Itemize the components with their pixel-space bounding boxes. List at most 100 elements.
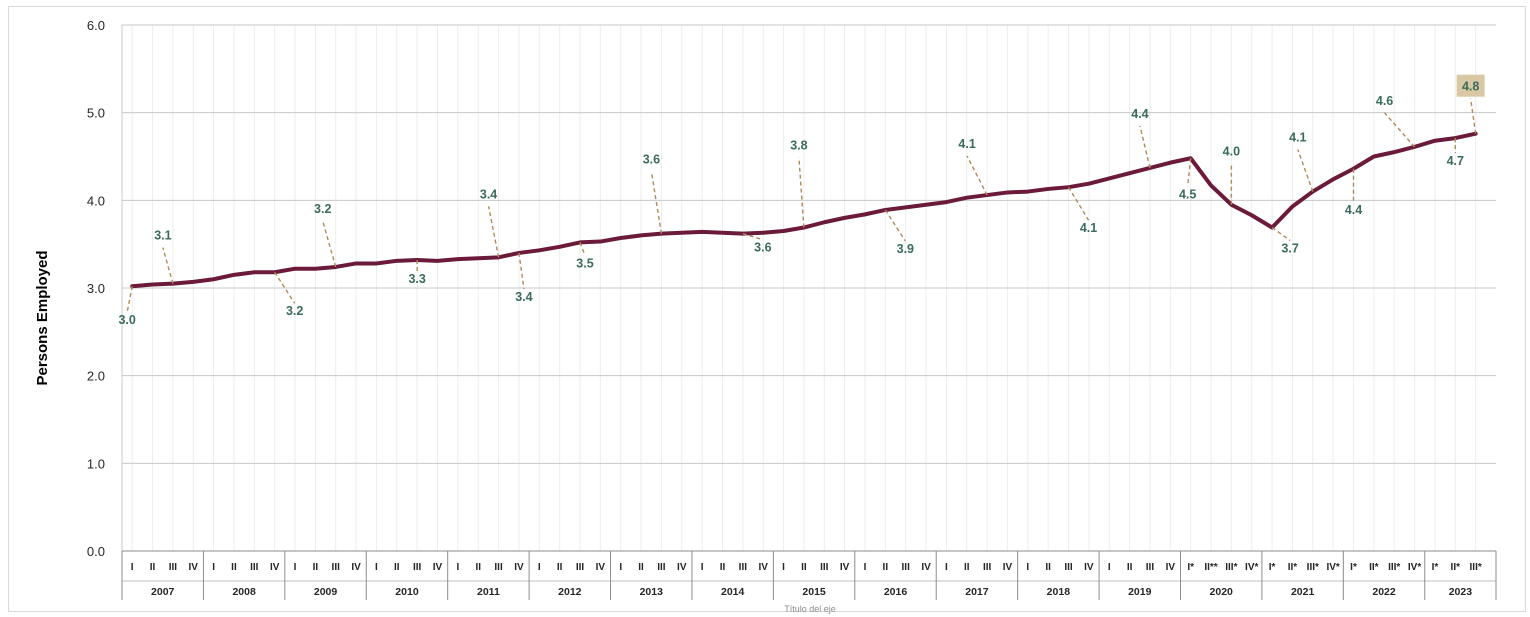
leader-line xyxy=(162,247,174,284)
x-tick-label: III xyxy=(902,562,911,573)
x-tick-label: III xyxy=(576,562,585,573)
year-label: 2012 xyxy=(558,586,582,598)
x-tick-label: IV xyxy=(433,562,443,573)
leader-line xyxy=(1139,125,1151,169)
data-labels: 3.0 3.1 3.2 3.2 3.3 3.4 3.4 3.5 3.6 3.6 3.8 3.9 4.1 4… xyxy=(118,74,1485,327)
data-label: 4.1 xyxy=(1289,131,1306,145)
y-axis-title: Persons Employed xyxy=(34,250,51,385)
data-label: 3.3 xyxy=(408,272,425,286)
y-tick-label: 6.0 xyxy=(87,18,105,33)
x-tick-label: I xyxy=(782,562,785,573)
year-label: 2021 xyxy=(1291,586,1315,598)
data-label: 3.2 xyxy=(286,304,303,318)
x-tick-label: II* xyxy=(1369,562,1379,573)
x-tick-label: IV* xyxy=(1245,562,1258,573)
x-tick-label: III xyxy=(820,562,829,573)
leader-line xyxy=(1271,226,1291,242)
x-tick-label: I xyxy=(456,562,459,573)
x-tick-label: III xyxy=(983,562,992,573)
leader-line xyxy=(966,155,988,196)
year-label: 2007 xyxy=(151,586,175,598)
year-label: 2023 xyxy=(1449,586,1473,598)
leader-line xyxy=(518,252,525,290)
x-tick-label: IV xyxy=(514,562,524,573)
x-tick-label: I* xyxy=(1269,562,1276,573)
x-tick-label: I xyxy=(1026,562,1029,573)
x-tick-label: II xyxy=(231,562,237,573)
data-label: 3.0 xyxy=(118,313,135,327)
y-tick-label: 4.0 xyxy=(87,193,105,208)
y-tick-label: 3.0 xyxy=(87,281,105,296)
year-label: 2010 xyxy=(395,586,419,598)
x-tick-label: IV xyxy=(189,562,199,573)
leader-line xyxy=(742,232,764,241)
x-tick-label: III* xyxy=(1470,562,1482,573)
data-label: 3.6 xyxy=(643,153,660,167)
x-tick-label: III xyxy=(250,562,259,573)
x-tick-label: IV xyxy=(1084,562,1094,573)
x-tick-label: III* xyxy=(1388,562,1400,573)
leader-line xyxy=(487,206,500,258)
leader-line xyxy=(1469,98,1477,134)
data-label: 4.6 xyxy=(1376,94,1393,108)
year-label: 2009 xyxy=(314,586,338,598)
x-tick-label: IV xyxy=(677,562,687,573)
year-label: 2008 xyxy=(232,586,256,598)
x-tick-label: IV xyxy=(351,562,361,573)
data-label: 3.1 xyxy=(154,229,171,243)
x-tick-label: I xyxy=(294,562,297,573)
x-tick-label: IV xyxy=(596,562,606,573)
x-tick-label: III xyxy=(1146,562,1155,573)
x-tick-label: II xyxy=(475,562,481,573)
x-axis-title: Título del eje xyxy=(784,604,836,614)
data-label: 4.4 xyxy=(1131,107,1148,121)
leader-line xyxy=(1384,112,1416,148)
year-label: 2020 xyxy=(1210,586,1234,598)
leader-line xyxy=(126,286,133,313)
leader-line xyxy=(274,271,296,304)
chart-frame xyxy=(8,6,1526,612)
x-tick-label: II xyxy=(313,562,319,573)
x-tick-label: II xyxy=(720,562,726,573)
leader-line xyxy=(579,242,586,256)
leader-line xyxy=(322,220,337,268)
x-tick-label: III xyxy=(494,562,503,573)
y-tick-label: 1.0 xyxy=(87,456,105,471)
data-label: 4.5 xyxy=(1179,187,1196,201)
data-label: 4.8 xyxy=(1462,80,1479,94)
data-label: 4.0 xyxy=(1223,145,1240,159)
x-tick-label: IV xyxy=(921,562,931,573)
data-label: 4.4 xyxy=(1345,203,1362,217)
leader-line xyxy=(1067,186,1090,221)
x-tick-label: I* xyxy=(1187,562,1194,573)
x-tick-label: III xyxy=(1064,562,1073,573)
x-tick-label: III xyxy=(169,562,178,573)
x-tick-label: I xyxy=(131,562,134,573)
x-tick-label: I xyxy=(864,562,867,573)
x-tick-label: II xyxy=(964,562,970,573)
data-label: 4.7 xyxy=(1447,154,1464,168)
x-tick-label: II xyxy=(394,562,400,573)
y-axis-ticks: 0.0 1.0 2.0 3.0 4.0 5.0 6.0 xyxy=(87,18,105,559)
x-tick-label: I xyxy=(1108,562,1111,573)
year-label: 2011 xyxy=(477,586,500,598)
leader-line xyxy=(1186,158,1192,187)
data-label: 3.2 xyxy=(314,202,331,216)
year-label: 2018 xyxy=(1047,586,1071,598)
leader-line xyxy=(1297,149,1314,192)
data-label: 3.5 xyxy=(576,256,593,270)
x-tick-label: II xyxy=(638,562,644,573)
leader-line xyxy=(798,157,805,228)
x-tick-label: II* xyxy=(1288,562,1298,573)
x-tick-label: I xyxy=(701,562,704,573)
leader-line xyxy=(650,171,663,234)
y-tick-label: 5.0 xyxy=(87,106,105,121)
data-label: 3.6 xyxy=(754,241,771,255)
leader-line xyxy=(884,209,906,242)
x-tick-label: I xyxy=(212,562,215,573)
x-tick-label: IV xyxy=(758,562,768,573)
x-tick-label: II xyxy=(1045,562,1051,573)
x-tick-label: III xyxy=(332,562,341,573)
